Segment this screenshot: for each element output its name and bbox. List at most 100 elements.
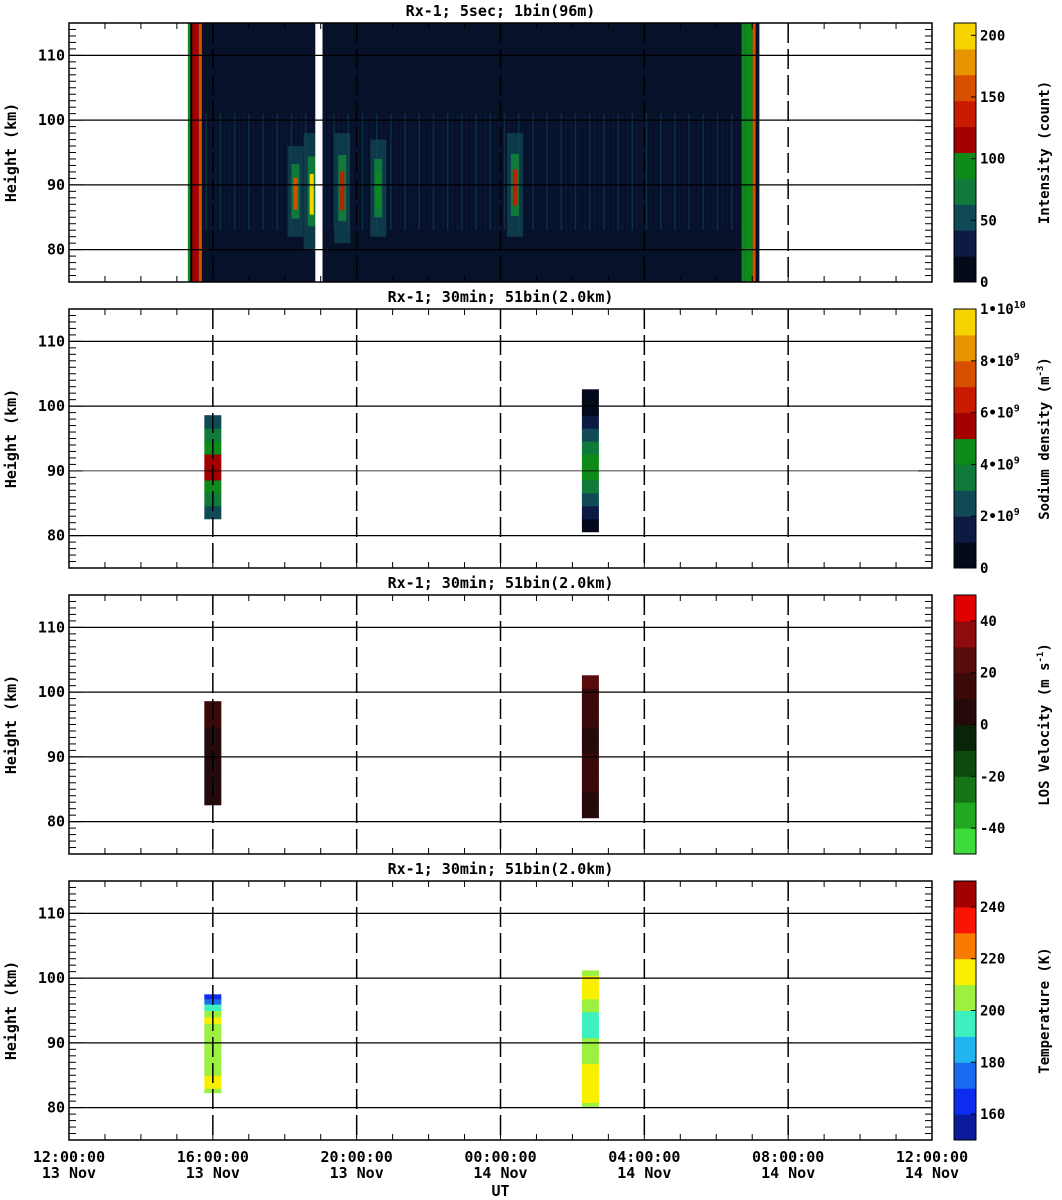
intensity-streak: [333, 113, 335, 231]
data-cell: [581, 466, 599, 481]
intensity-streak: [205, 113, 207, 231]
intensity-streak: [432, 113, 435, 231]
y-tick-label: 90: [47, 1034, 65, 1052]
intensity-streak: [323, 113, 326, 231]
colorbar-segment: [954, 1114, 976, 1141]
intensity-streak: [281, 113, 283, 231]
x-tick-date: 14 Nov: [761, 1164, 815, 1182]
colorbar-tick-label: 150: [980, 90, 1005, 106]
plot-frame: [68, 594, 933, 855]
intensity-streak: [229, 113, 231, 231]
intensity-streak: [366, 113, 368, 231]
intensity-streak: [527, 113, 529, 231]
intensity-streak: [669, 113, 671, 231]
intensity-feature: [376, 173, 381, 208]
y-tick-label: 90: [47, 748, 65, 766]
colorbar-segment: [954, 516, 976, 543]
intensity-streak: [390, 113, 392, 231]
intensity-streak: [536, 113, 539, 231]
data-gap: [315, 23, 323, 282]
data-cell: [581, 970, 599, 977]
x-tick-label: 04:00:00: [608, 1148, 680, 1166]
intensity-streak: [650, 113, 653, 231]
intensity-streak: [702, 113, 705, 231]
colorbar-segment: [954, 48, 976, 76]
panel-title: Rx-1; 30min; 51bin(2.0km): [388, 288, 614, 306]
intensity-streak: [730, 113, 733, 231]
intensity-streak: [214, 113, 217, 231]
data-cell: [204, 479, 222, 494]
data-cell: [204, 714, 222, 728]
colorbar-tick-label: 240: [980, 900, 1005, 916]
x-tick-date: 14 Nov: [617, 1164, 671, 1182]
colorbar-tick-label: 0: [980, 718, 988, 734]
colorbar-segment: [954, 750, 976, 777]
intensity-streak: [243, 113, 245, 231]
intensity-streak: [626, 113, 629, 231]
intensity-streak: [570, 113, 572, 231]
plot-frame: [68, 880, 933, 1141]
colorbar-segment: [954, 1010, 976, 1037]
data-cell: [204, 740, 222, 754]
intensity-streak: [423, 113, 425, 231]
intensity-streak: [252, 113, 255, 231]
intensity-streak: [503, 113, 506, 231]
y-axis-label: Height (km): [2, 103, 20, 202]
intensity-streak: [636, 113, 638, 231]
colorbar-segment: [954, 984, 976, 1011]
data-cell: [581, 778, 599, 793]
intensity-streak: [352, 113, 354, 231]
colorbar-tick-label: 0: [980, 275, 988, 291]
colorbar-tick-label: 100: [980, 152, 1005, 168]
intensity-feature: [752, 23, 756, 282]
colorbar-segment: [954, 828, 976, 855]
intensity-streak: [271, 113, 274, 231]
intensity-feature: [309, 173, 314, 215]
y-tick-label: 100: [38, 969, 65, 987]
colorbar-segment: [954, 698, 976, 725]
colorbar-segment: [954, 724, 976, 751]
y-tick-label: 80: [47, 813, 65, 831]
data-cell: [581, 1011, 599, 1026]
y-tick-label: 90: [47, 176, 65, 194]
colorbar-segment: [954, 672, 976, 700]
colorbar-label: Temperature (K): [1037, 947, 1053, 1073]
panel-intensity: 80 90 100 110 Height (km) Rx-1; 5sec; 1bin(96…: [2, 2, 1053, 291]
colorbar-tick-label: 1•1010: [980, 300, 1026, 318]
colorbar-segment: [954, 776, 976, 803]
intensity-streak: [248, 113, 250, 231]
intensity-streak: [565, 113, 567, 231]
plot-frame: [68, 22, 933, 283]
intensity-feature: [198, 23, 202, 282]
x-tick-date: 14 Nov: [473, 1164, 527, 1182]
intensity-streak: [328, 113, 331, 231]
intensity-streak: [707, 113, 709, 231]
intensity-streak: [555, 113, 558, 231]
intensity-streak: [461, 113, 463, 231]
intensity-streak: [489, 113, 492, 231]
intensity-feature: [293, 177, 298, 210]
colorbar-tick-label: 8•109: [980, 352, 1020, 370]
colorbar-segment: [954, 360, 976, 388]
intensity-streak: [693, 113, 695, 231]
intensity-streak: [588, 113, 591, 231]
intensity-streak: [437, 113, 439, 231]
data-cell: [581, 752, 599, 767]
intensity-streak: [484, 113, 487, 231]
x-tick-label: 12:00:00: [33, 1148, 105, 1166]
colorbar-tick-label: 200: [980, 1004, 1005, 1020]
colorbar-tick-label: 20: [980, 666, 997, 682]
intensity-streak: [593, 113, 596, 231]
colorbar-tick-label: -20: [980, 769, 1005, 785]
colorbar-segment: [954, 881, 976, 908]
intensity-streak: [494, 113, 496, 231]
data-cell: [581, 479, 599, 494]
y-axis-label: Height (km): [2, 961, 20, 1060]
intensity-streak: [404, 113, 406, 231]
data-cell: [581, 675, 599, 689]
x-tick-label: 00:00:00: [464, 1148, 536, 1166]
intensity-streak: [740, 113, 742, 231]
intensity-streak: [617, 113, 619, 231]
intensity-streak: [262, 113, 264, 231]
data-cell: [204, 428, 222, 442]
